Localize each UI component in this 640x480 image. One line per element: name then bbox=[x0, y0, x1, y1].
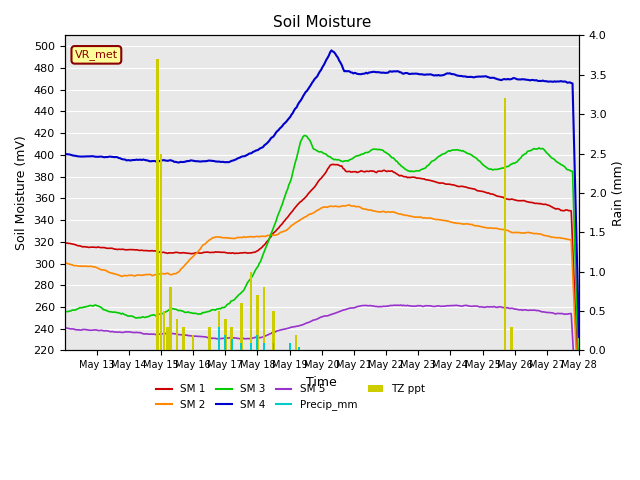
Bar bbox=[263, 343, 265, 350]
Bar bbox=[157, 59, 159, 350]
Bar bbox=[298, 347, 300, 350]
Bar bbox=[166, 327, 169, 350]
Bar bbox=[231, 339, 233, 350]
Bar bbox=[272, 311, 275, 350]
Bar bbox=[160, 154, 163, 350]
Bar bbox=[256, 295, 259, 350]
Bar bbox=[273, 343, 275, 350]
Bar bbox=[208, 327, 211, 350]
Bar bbox=[241, 343, 243, 350]
Title: Soil Moisture: Soil Moisture bbox=[273, 15, 371, 30]
Bar bbox=[218, 311, 220, 350]
Bar bbox=[192, 335, 195, 350]
Bar bbox=[224, 319, 227, 350]
Bar bbox=[240, 303, 243, 350]
Bar bbox=[504, 98, 506, 350]
Bar bbox=[257, 335, 259, 350]
Bar bbox=[182, 327, 185, 350]
Bar bbox=[250, 272, 252, 350]
Bar bbox=[176, 319, 179, 350]
Bar bbox=[225, 335, 227, 350]
Y-axis label: Rain (mm): Rain (mm) bbox=[612, 160, 625, 226]
Bar bbox=[510, 327, 513, 350]
Legend: SM 1, SM 2, SM 3, SM 4, SM 5, Precip_mm, TZ ppt: SM 1, SM 2, SM 3, SM 4, SM 5, Precip_mm,… bbox=[152, 380, 429, 415]
Bar bbox=[163, 311, 166, 350]
Bar bbox=[295, 335, 298, 350]
Text: VR_met: VR_met bbox=[75, 49, 118, 60]
Bar bbox=[262, 288, 265, 350]
Bar bbox=[250, 343, 252, 350]
Bar bbox=[170, 288, 172, 350]
Y-axis label: Soil Moisture (mV): Soil Moisture (mV) bbox=[15, 135, 28, 250]
Bar bbox=[289, 343, 291, 350]
Bar bbox=[230, 327, 233, 350]
Bar bbox=[218, 327, 220, 350]
X-axis label: Time: Time bbox=[307, 376, 337, 389]
